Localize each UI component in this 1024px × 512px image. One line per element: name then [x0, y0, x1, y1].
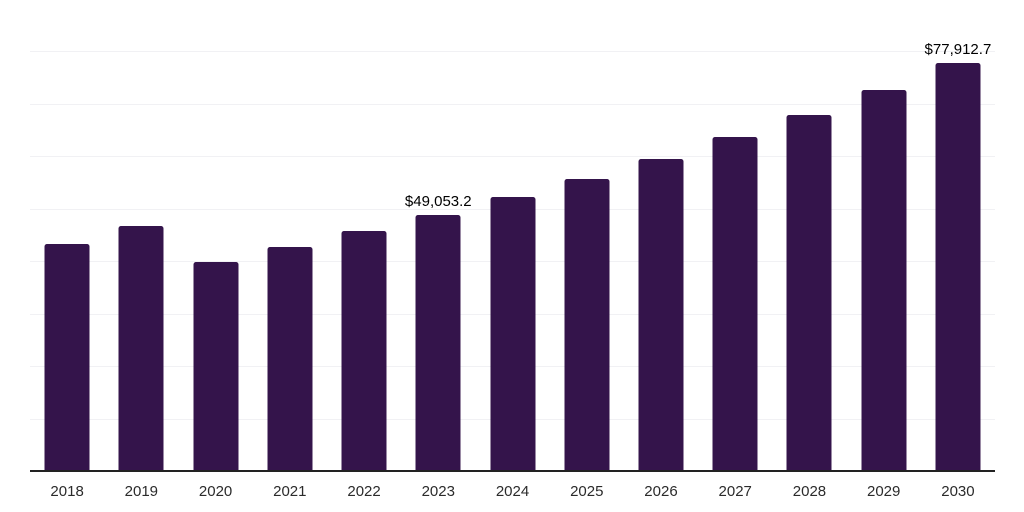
- x-tick-label-2023: 2023: [421, 483, 455, 500]
- x-tick-label-2019: 2019: [124, 483, 159, 500]
- bar-2018: [44, 243, 90, 472]
- bar-slot-2024: [475, 0, 549, 472]
- x-axis-line: [30, 470, 995, 472]
- plot-area: $49,053.2 $77,912.7: [30, 0, 995, 472]
- x-tick-label-2030: 2030: [941, 483, 975, 500]
- x-tick-label-2022: 2022: [347, 483, 381, 500]
- bar-2023: [415, 214, 461, 472]
- bar-slot-2029: [847, 0, 921, 472]
- bar-2022: [341, 230, 387, 472]
- bar-2027: [712, 137, 758, 472]
- x-axis-tick-labels: 2018 2019 2020 2021 2022 2023 2024 2025 2026 2027…: [30, 483, 995, 501]
- gridline-70000: [30, 103, 995, 105]
- gridline-60000: [30, 156, 995, 158]
- bar-2028: [786, 114, 832, 472]
- bar-2026: [638, 158, 684, 472]
- x-tick-label-2021: 2021: [273, 483, 307, 500]
- x-tick-label-2025: 2025: [570, 483, 604, 500]
- bar-2021: [267, 247, 313, 472]
- bar-2029: [861, 90, 907, 472]
- bar-slot-2028: [772, 0, 846, 472]
- value-label-2030: $77,912.7: [924, 41, 992, 59]
- bar-slot-2025: [550, 0, 624, 472]
- x-tick-label-2029: 2029: [867, 483, 901, 500]
- bar-slot-2021: [253, 0, 327, 472]
- x-tick-label-2024: 2024: [495, 483, 530, 500]
- bar-slot-2022: [327, 0, 401, 472]
- x-tick-label-2026: 2026: [644, 483, 678, 500]
- bar-series: $49,053.2 $77,912.7: [30, 0, 995, 472]
- bar-2019: [118, 225, 164, 472]
- bar-slot-2027: [698, 0, 772, 472]
- bar-2025: [564, 178, 610, 472]
- bar-slot-2019: [104, 0, 178, 472]
- bar-slot-2020: [178, 0, 252, 472]
- x-tick-label-2028: 2028: [792, 483, 827, 500]
- gridline-80000: [30, 51, 995, 53]
- bar-2024: [490, 197, 536, 472]
- bar-2020: [193, 262, 239, 472]
- x-tick-label-2027: 2027: [718, 483, 752, 500]
- value-label-2023: $49,053.2: [404, 192, 472, 210]
- bar-slot-2026: [624, 0, 698, 472]
- x-tick-label-2020: 2020: [198, 483, 233, 500]
- bar-slot-2018: [30, 0, 104, 472]
- x-tick-label-2018: 2018: [50, 483, 84, 500]
- bar-2030: [935, 63, 981, 472]
- bar-slot-2023: $49,053.2: [401, 0, 475, 472]
- bar-slot-2030: $77,912.7: [921, 0, 995, 472]
